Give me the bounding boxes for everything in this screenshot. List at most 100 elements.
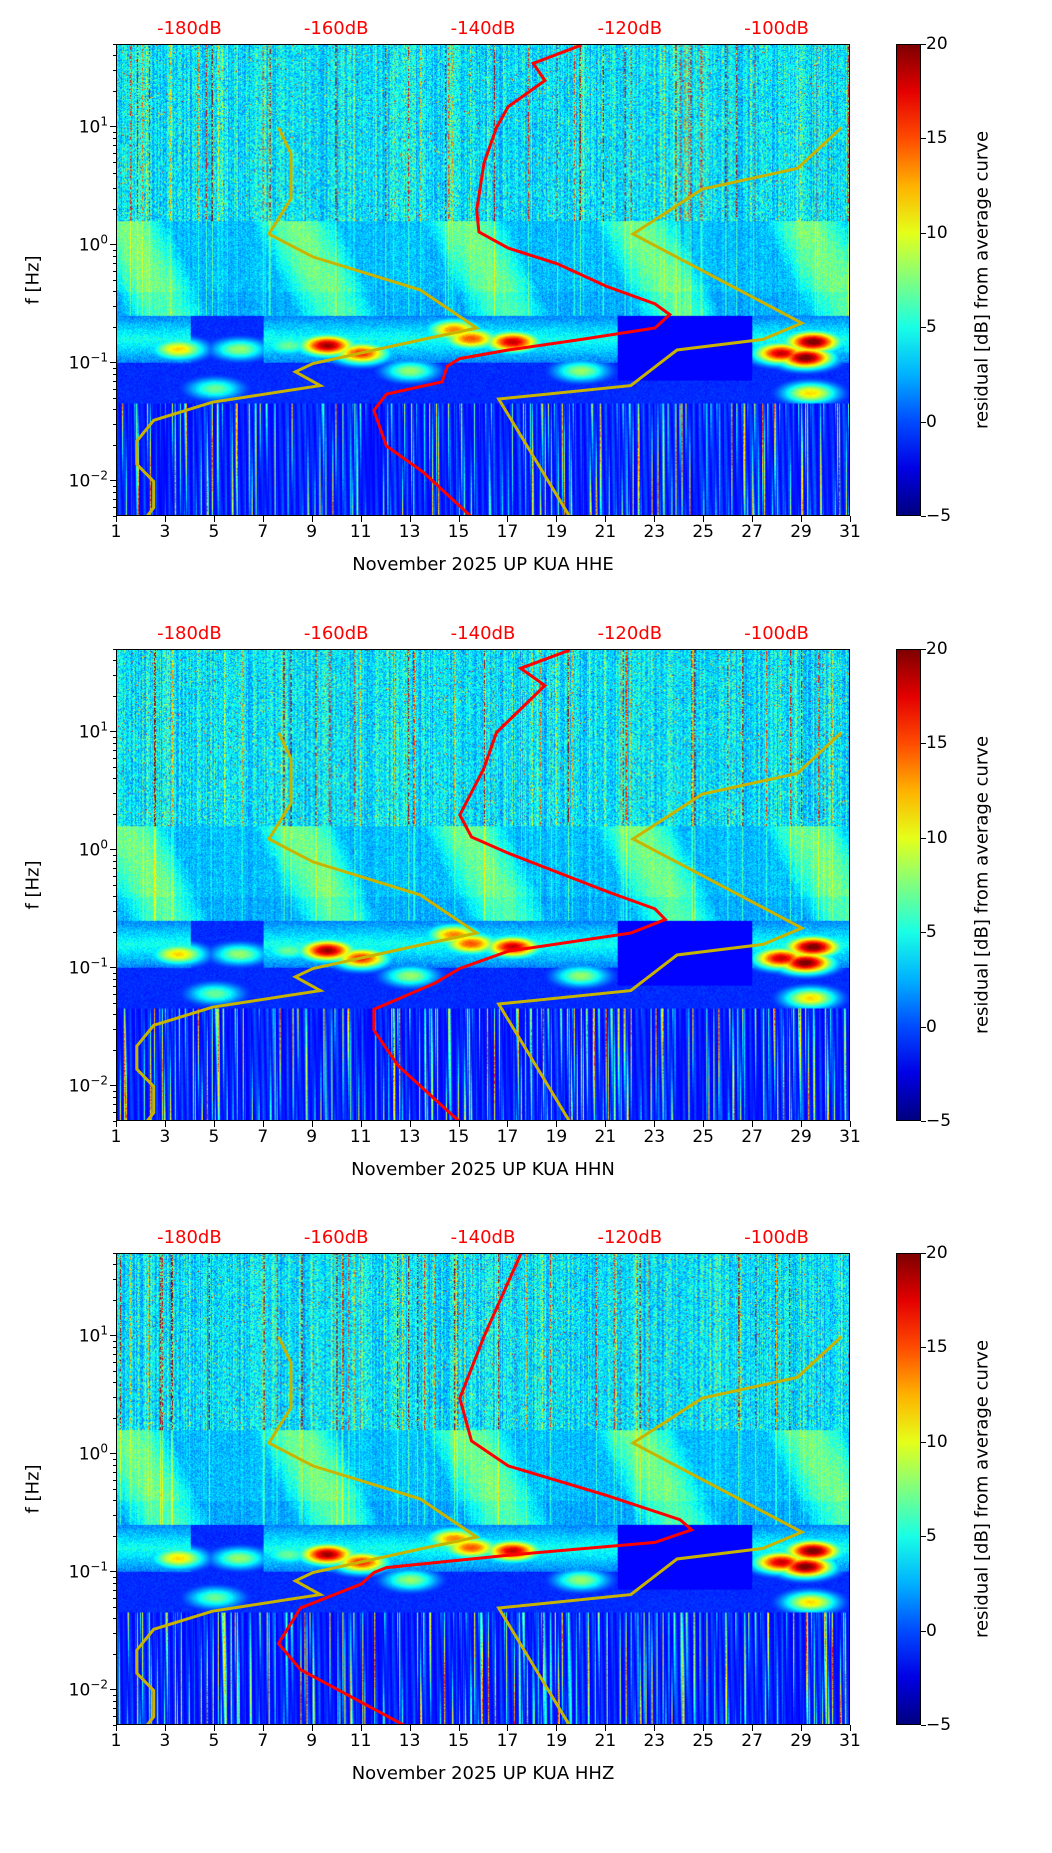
y-tick-label: 101 xyxy=(79,720,108,743)
y-minor-tick xyxy=(113,306,116,308)
x-tick-label: 29 xyxy=(790,1127,812,1147)
y-minor-tick xyxy=(113,1653,116,1655)
y-minor-tick xyxy=(113,1576,116,1578)
x-tick-label: 27 xyxy=(741,1731,763,1751)
x-tick-label: 15 xyxy=(447,1127,470,1147)
y-tick-label: 100 xyxy=(79,838,108,861)
y-minor-tick xyxy=(113,491,116,493)
x-tick-label: 19 xyxy=(545,1127,568,1147)
x-tick-mark xyxy=(360,1725,362,1731)
curves-overlay xyxy=(135,1254,843,1724)
y-minor-tick xyxy=(113,1397,116,1399)
y-minor-tick xyxy=(113,485,116,487)
x-tick-label: 17 xyxy=(496,1127,519,1147)
y-minor-tick xyxy=(113,793,116,795)
x-tick-label: 17 xyxy=(496,522,519,542)
x-tick-label: 5 xyxy=(208,1731,220,1751)
high-noise-model-line xyxy=(496,731,843,1120)
y-minor-tick xyxy=(113,1003,116,1004)
y-minor-tick xyxy=(113,972,116,974)
top-db-label: -160dB xyxy=(303,1227,369,1248)
top-db-label: -100dB xyxy=(744,1227,809,1248)
y-tick-exponent: −2 xyxy=(90,1678,108,1693)
y-minor-tick xyxy=(113,255,116,257)
x-tick-mark xyxy=(311,1725,313,1731)
y-minor-tick xyxy=(113,1382,116,1384)
y-minor-tick xyxy=(113,90,116,92)
colorbar-tick-label: −5 xyxy=(926,506,952,526)
x-tick-label: 19 xyxy=(545,1731,568,1751)
y-minor-tick xyxy=(113,1700,116,1702)
y-minor-tick xyxy=(113,162,116,163)
top-db-label: -160dB xyxy=(303,18,369,39)
y-minor-tick xyxy=(113,1014,116,1016)
spectrogram-image xyxy=(117,650,849,1120)
y-minor-tick xyxy=(113,1471,116,1473)
y-minor-tick xyxy=(113,424,116,426)
y-minor-tick xyxy=(113,506,116,508)
colorbar-tick-label: −5 xyxy=(926,1111,952,1131)
y-minor-tick xyxy=(113,1618,116,1620)
x-tick-mark xyxy=(311,516,313,522)
y-minor-tick xyxy=(113,757,116,759)
y-tick-label: 10−1 xyxy=(69,956,108,979)
y-minor-tick xyxy=(113,249,116,251)
y-tick-exponent: 0 xyxy=(100,1442,108,1457)
x-tick-mark xyxy=(360,516,362,522)
colorbar-tick-mark xyxy=(921,1253,926,1254)
y-tick-mark xyxy=(110,967,116,969)
y-minor-tick xyxy=(113,896,116,898)
y-axis-label: f [Hz] xyxy=(22,255,44,305)
colorbar-tick-label: 5 xyxy=(926,922,937,943)
y-tick-mark xyxy=(110,362,116,364)
spectrogram-panel-hhz: 1 3 5 7 9 11 13 15 17 19 21 23 25 27 29 31 10−2 10−1 100 10… xyxy=(0,1227,1052,1853)
y-minor-tick xyxy=(113,1090,116,1092)
x-tick-label: 13 xyxy=(398,1731,421,1751)
y-minor-tick xyxy=(113,1111,116,1113)
colorbar-tick-label: 10 xyxy=(926,827,948,848)
y-tick-mark xyxy=(110,244,116,246)
y-tick-base: 10 xyxy=(68,958,91,979)
x-tick-label: 21 xyxy=(594,1127,617,1147)
y-minor-tick xyxy=(113,1103,116,1105)
y-tick-base: 10 xyxy=(78,1444,101,1465)
y-minor-tick xyxy=(113,742,116,744)
y-minor-tick xyxy=(113,993,116,995)
top-db-label: -180dB xyxy=(157,1227,222,1248)
x-tick-label: 9 xyxy=(306,1731,318,1751)
colorbar-tick-label: 20 xyxy=(926,34,948,54)
y-minor-tick xyxy=(113,675,116,677)
x-tick-mark xyxy=(164,516,166,522)
x-tick-mark xyxy=(164,1121,166,1127)
y-minor-tick xyxy=(113,70,116,72)
x-tick-mark xyxy=(507,1725,509,1731)
y-minor-tick xyxy=(113,137,116,139)
y-axis-label: f [Hz] xyxy=(22,860,44,910)
colorbar-tick-mark xyxy=(921,1121,926,1122)
x-tick-mark xyxy=(262,1725,264,1731)
y-minor-tick xyxy=(113,44,116,45)
colorbar-tick-mark xyxy=(921,1630,926,1632)
x-tick-label: 23 xyxy=(643,1127,666,1147)
x-tick-mark xyxy=(654,1121,656,1127)
x-tick-mark xyxy=(458,516,460,522)
x-tick-label: 15 xyxy=(447,1731,470,1751)
y-tick-base: 10 xyxy=(68,1680,91,1701)
colorbar-tick-mark xyxy=(921,1441,926,1443)
x-tick-mark xyxy=(507,516,509,522)
colorbar-tick-mark xyxy=(921,1347,926,1349)
top-db-label: -140dB xyxy=(450,1227,516,1248)
x-tick-mark xyxy=(262,516,264,522)
y-minor-tick xyxy=(113,55,116,57)
x-tick-mark xyxy=(409,1121,411,1127)
colorbar-tick-mark xyxy=(921,232,926,234)
y-minor-tick xyxy=(113,1597,116,1599)
x-tick-mark xyxy=(801,1725,803,1731)
colorbar xyxy=(896,649,921,1121)
y-minor-tick xyxy=(113,885,116,886)
mean-psd-curve xyxy=(372,650,668,1120)
x-tick-label: 27 xyxy=(741,522,763,542)
y-axis-label: f [Hz] xyxy=(22,1464,44,1514)
x-tick-label: 7 xyxy=(257,522,269,542)
y-tick-base: 10 xyxy=(68,1562,91,1583)
